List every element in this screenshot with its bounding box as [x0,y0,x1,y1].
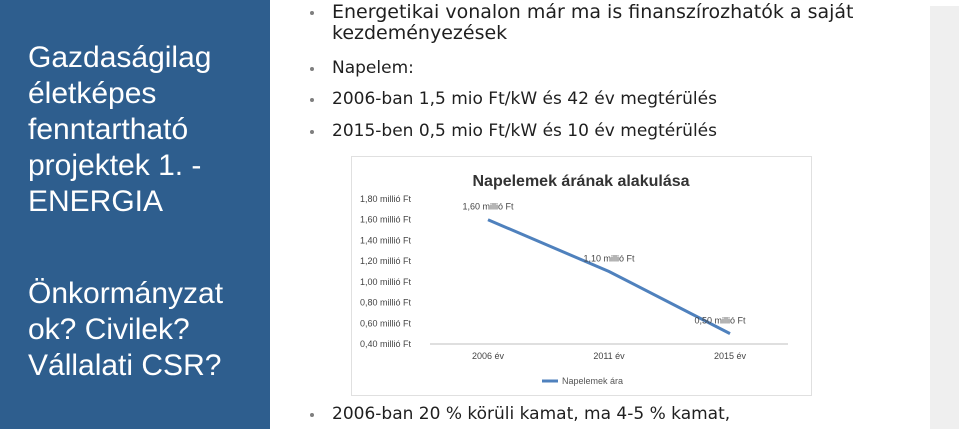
bullet-icon [310,67,314,71]
data-label: 0,50 millió Ft [694,316,746,326]
data-label: 1,10 millió Ft [583,254,635,264]
sidebar-panel: Gazdaságilag életképes fenntartható proj… [0,0,270,429]
data-label: 1,60 millió Ft [462,202,514,212]
slide-subtitle: Önkormányzat ok? Civilek? Vállalati CSR? [28,277,224,382]
chart-title: Napelemek árának alakulása [472,173,689,190]
chart-svg: Napelemek árának alakulása 0,40 millió F… [360,173,788,386]
x-tick-label: 2006 év [472,351,505,361]
data-labels: 1,60 millió Ft 1,10 millió Ft 0,50 millió … [462,202,746,326]
bullet-icon [310,98,314,102]
scrollbar-track[interactable] [930,6,959,429]
y-tick-label: 0,60 millió Ft [360,318,412,328]
bullet-text: Energetikai vonalon már ma is finanszíro… [332,1,854,44]
bullet-text: Napelem: [332,58,414,78]
price-chart: Napelemek árának alakulása 0,40 millió F… [352,157,811,395]
x-tick-label: 2015 év [714,351,747,361]
y-tick-label: 1,80 millió Ft [360,194,412,204]
x-tick-label: 2011 év [593,351,625,361]
bullet-icon [310,130,314,134]
y-tick-label: 1,00 millió Ft [360,277,412,287]
legend-label: Napelemek ára [562,376,623,386]
y-tick-label: 1,20 millió Ft [360,256,412,266]
legend: Napelemek ára [542,376,623,386]
plot-area [487,218,731,335]
bullet-icon [310,11,314,15]
bullet-text: 2006-ban 1,5 mio Ft/kW és 42 év megtérül… [332,89,717,109]
y-tick-label: 0,40 millió Ft [360,339,412,349]
y-axis: 0,40 millió Ft 0,60 millió Ft 0,80 millió … [360,194,412,349]
slide-title: Gazdaságilag életképes fenntartható proj… [28,41,212,218]
y-tick-label: 0,80 millió Ft [360,298,412,308]
x-axis: 2006 év 2011 év 2015 év [430,343,788,361]
bullet-text: 2006-ban 20 % körüli kamat, ma 4-5 % kam… [332,404,731,424]
y-tick-label: 1,60 millió Ft [360,215,412,225]
bullet-icon [310,413,314,417]
y-tick-label: 1,40 millió Ft [360,235,412,245]
bullet-text: 2015-ben 0,5 mio Ft/kW és 10 év megtérül… [332,121,717,141]
